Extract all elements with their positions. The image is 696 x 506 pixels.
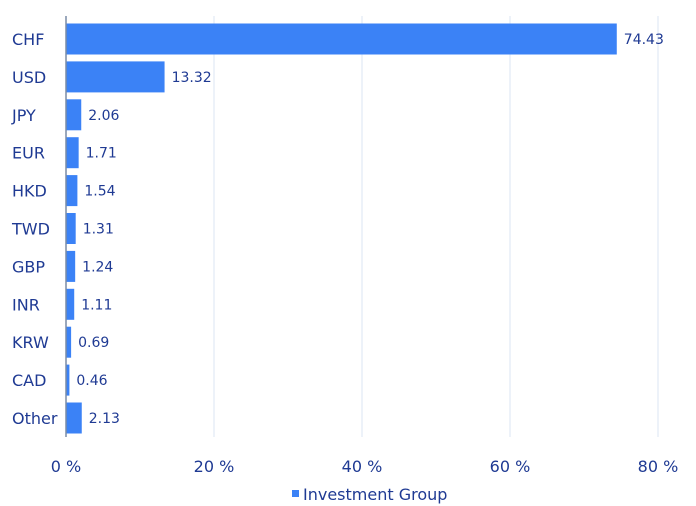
x-tick-label: 20 %	[194, 457, 235, 476]
x-tick-label: 80 %	[638, 457, 679, 476]
data-label: 0.69	[78, 335, 109, 351]
category-labels: CHF USD JPY EUR HKD TWD GBP INR KRW CAD Other	[11, 30, 58, 428]
bar	[66, 326, 72, 358]
bar	[66, 250, 76, 282]
x-axis-ticks: 0 % 20 % 40 % 60 % 80 %	[51, 457, 679, 476]
bar	[66, 402, 82, 434]
legend: Investment Group	[292, 485, 447, 504]
category-label: JPY	[11, 106, 36, 125]
bar	[66, 364, 70, 396]
x-tick-label: 0 %	[51, 457, 81, 476]
data-label: 1.24	[82, 259, 113, 275]
bar	[66, 61, 165, 93]
data-label: 1.54	[84, 184, 115, 200]
x-tick-label: 60 %	[490, 457, 531, 476]
bar	[66, 213, 76, 244]
category-label: GBP	[12, 257, 45, 276]
bar	[66, 99, 82, 131]
category-label: CAD	[12, 371, 46, 390]
gridlines	[213, 16, 659, 437]
category-label: USD	[12, 68, 46, 87]
category-label: INR	[12, 295, 40, 314]
category-label: TWD	[11, 220, 50, 239]
category-label: Other	[12, 409, 58, 428]
legend-swatch	[292, 490, 299, 497]
bar	[66, 288, 75, 320]
bar	[66, 175, 78, 207]
category-label: HKD	[12, 182, 47, 201]
bars	[66, 23, 617, 434]
data-label: 1.31	[83, 222, 114, 238]
data-label: 1.71	[86, 146, 117, 162]
legend-label-investment-group: Investment Group	[303, 485, 447, 504]
category-label: EUR	[12, 144, 45, 163]
category-label: KRW	[12, 333, 49, 352]
data-label: 2.06	[88, 108, 119, 124]
data-labels: 74.43 13.32 2.06 1.71 1.54 1.31 1.24 1.11 0.69 0.…	[76, 32, 663, 427]
x-tick-label: 40 %	[342, 457, 383, 476]
data-label: 2.13	[89, 411, 120, 427]
data-label: 1.11	[81, 297, 112, 313]
data-label: 74.43	[624, 32, 664, 48]
category-label: CHF	[12, 30, 44, 49]
bar	[66, 23, 617, 55]
data-label: 13.32	[172, 70, 212, 86]
bar	[66, 137, 79, 169]
data-label: 0.46	[76, 373, 107, 389]
